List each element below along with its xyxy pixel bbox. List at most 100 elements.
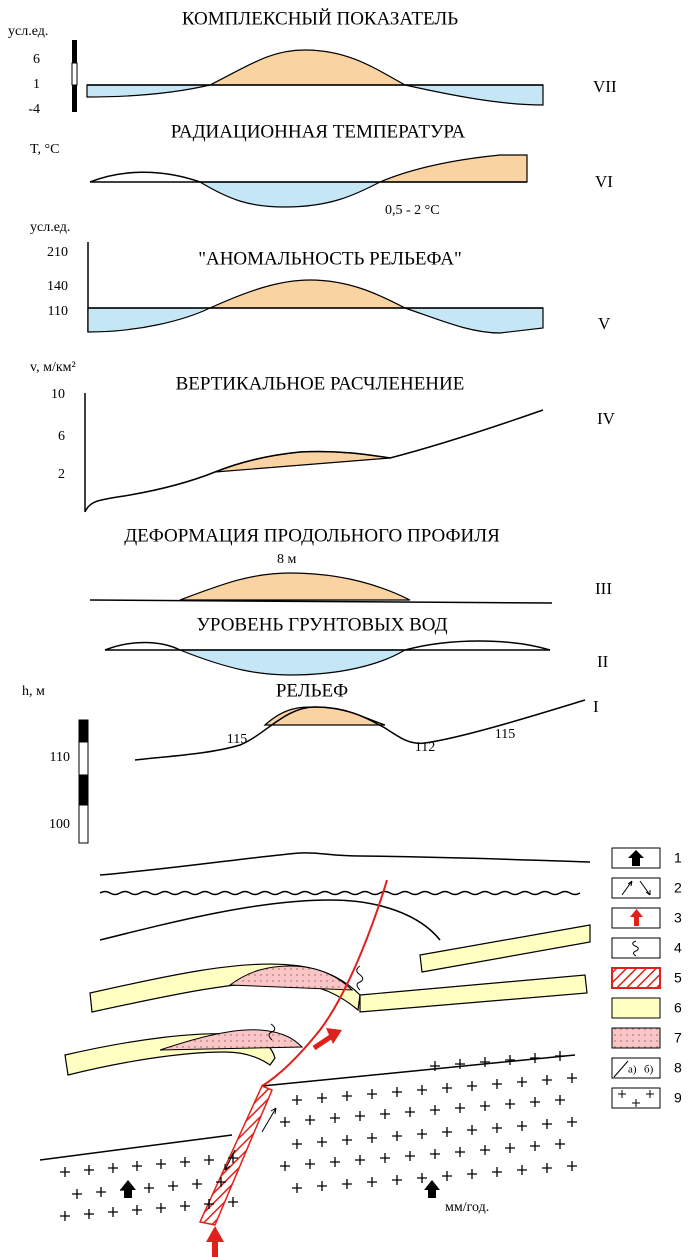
legend-item: 6 <box>612 998 682 1018</box>
page: {"panels":[ {"roman":"VII","title":"КОМП… <box>0 0 691 1257</box>
legend-number: 3 <box>674 910 682 926</box>
plus-sign <box>517 1077 527 1087</box>
plus-sign <box>455 1147 465 1157</box>
profile <box>90 573 552 603</box>
plus-sign <box>405 1151 415 1161</box>
plus-sign <box>555 1051 565 1061</box>
plus-sign <box>84 1165 94 1175</box>
scale-bar <box>72 40 77 112</box>
panel-title: КОМПЛЕКСНЫЙ ПОКАЗАТЕЛЬ <box>182 8 458 29</box>
legend-number: 5 <box>674 970 682 986</box>
plus-sign <box>442 1083 452 1093</box>
plus-sign <box>292 1183 302 1193</box>
plus-sign <box>108 1207 118 1217</box>
panel-title: УРОВЕНЬ ГРУНТОВЫХ ВОД <box>196 614 447 635</box>
plus-sign <box>367 1133 377 1143</box>
panel-title: ДЕФОРМАЦИЯ ПРОДОЛЬНОГО ПРОФИЛЯ <box>124 525 500 546</box>
height-label: 115 <box>495 727 515 742</box>
panel-title: РЕЛЬЕФ <box>276 680 348 701</box>
plus-sign <box>144 1183 154 1193</box>
scale-label: 6 <box>58 429 65 444</box>
legend-number: 4 <box>674 940 682 956</box>
plus-sign <box>180 1157 190 1167</box>
plus-sign <box>392 1175 402 1185</box>
legend-number: 2 <box>674 880 682 896</box>
scale-label: 100 <box>49 817 70 832</box>
plus-sign <box>342 1135 352 1145</box>
scale-label: 6 <box>33 52 40 67</box>
plus-sign <box>417 1129 427 1139</box>
plus-sign <box>228 1197 238 1207</box>
plus-sign <box>168 1181 178 1191</box>
plus-sign <box>367 1177 377 1187</box>
legend-number: 8 <box>674 1060 682 1076</box>
unit: v, м/км² <box>30 360 76 375</box>
plus-sign <box>555 1095 565 1105</box>
roman: IV <box>597 409 616 428</box>
plus-sign <box>492 1079 502 1089</box>
note: 8 м <box>277 552 297 567</box>
plus-sign <box>330 1157 340 1167</box>
plus-sign <box>72 1189 82 1199</box>
legend-number: 1 <box>674 850 682 866</box>
plus-sign <box>517 1121 527 1131</box>
legend-swatch <box>612 968 660 988</box>
plus-sign <box>492 1167 502 1177</box>
plus-sign <box>280 1161 290 1171</box>
plus-sign <box>455 1059 465 1069</box>
plus-sign <box>317 1137 327 1147</box>
plus-sign <box>530 1053 540 1063</box>
scale-label: 110 <box>50 750 70 765</box>
plus-sign <box>430 1149 440 1159</box>
plus-sign <box>480 1101 490 1111</box>
plus-sign <box>480 1145 490 1155</box>
plus-sign <box>305 1115 315 1125</box>
plus-sign <box>517 1165 527 1175</box>
plus-sign <box>84 1209 94 1219</box>
plus-sign <box>108 1163 118 1173</box>
legend-swatch <box>612 878 660 898</box>
plus-sign <box>380 1109 390 1119</box>
rate-label: мм/год. <box>445 1200 489 1215</box>
plus-sign <box>292 1095 302 1105</box>
plus-sign <box>330 1113 340 1123</box>
plus-sign <box>405 1107 415 1117</box>
profile <box>135 700 585 760</box>
scale-label: 210 <box>47 245 68 260</box>
unit: T, °C <box>30 142 59 157</box>
plus-sign <box>567 1161 577 1171</box>
roman: VII <box>593 77 617 96</box>
plus-sign <box>132 1161 142 1171</box>
scale-bar <box>79 720 88 843</box>
plus-sign <box>192 1179 202 1189</box>
plus-sign <box>417 1085 427 1095</box>
plus-sign <box>542 1119 552 1129</box>
plus-sign <box>367 1089 377 1099</box>
profile <box>90 155 527 207</box>
plus-sign <box>542 1163 552 1173</box>
legend-item: 3 <box>612 908 682 928</box>
plus-sign <box>280 1117 290 1127</box>
plus-sign <box>355 1111 365 1121</box>
plus-sign <box>392 1087 402 1097</box>
roman: II <box>597 652 609 671</box>
legend-item: 9 <box>612 1088 682 1108</box>
unit: усл.ед. <box>30 220 70 235</box>
plus-sign <box>555 1139 565 1149</box>
profile <box>85 393 543 512</box>
plus-sign <box>455 1103 465 1113</box>
plus-sign <box>542 1075 552 1085</box>
unit: усл.ед. <box>8 24 48 39</box>
plus-sign <box>317 1093 327 1103</box>
legend-swatch <box>612 998 660 1018</box>
plus-sign <box>430 1105 440 1115</box>
plus-sign <box>342 1179 352 1189</box>
profile <box>105 641 550 675</box>
legend-swatch <box>612 1028 660 1048</box>
panel-title: РАДИАЦИОННАЯ ТЕМПЕРАТУРА <box>171 121 466 142</box>
plus-sign <box>317 1181 327 1191</box>
plus-sign <box>567 1117 577 1127</box>
legend-number: 9 <box>674 1090 682 1106</box>
plus-sign <box>530 1097 540 1107</box>
